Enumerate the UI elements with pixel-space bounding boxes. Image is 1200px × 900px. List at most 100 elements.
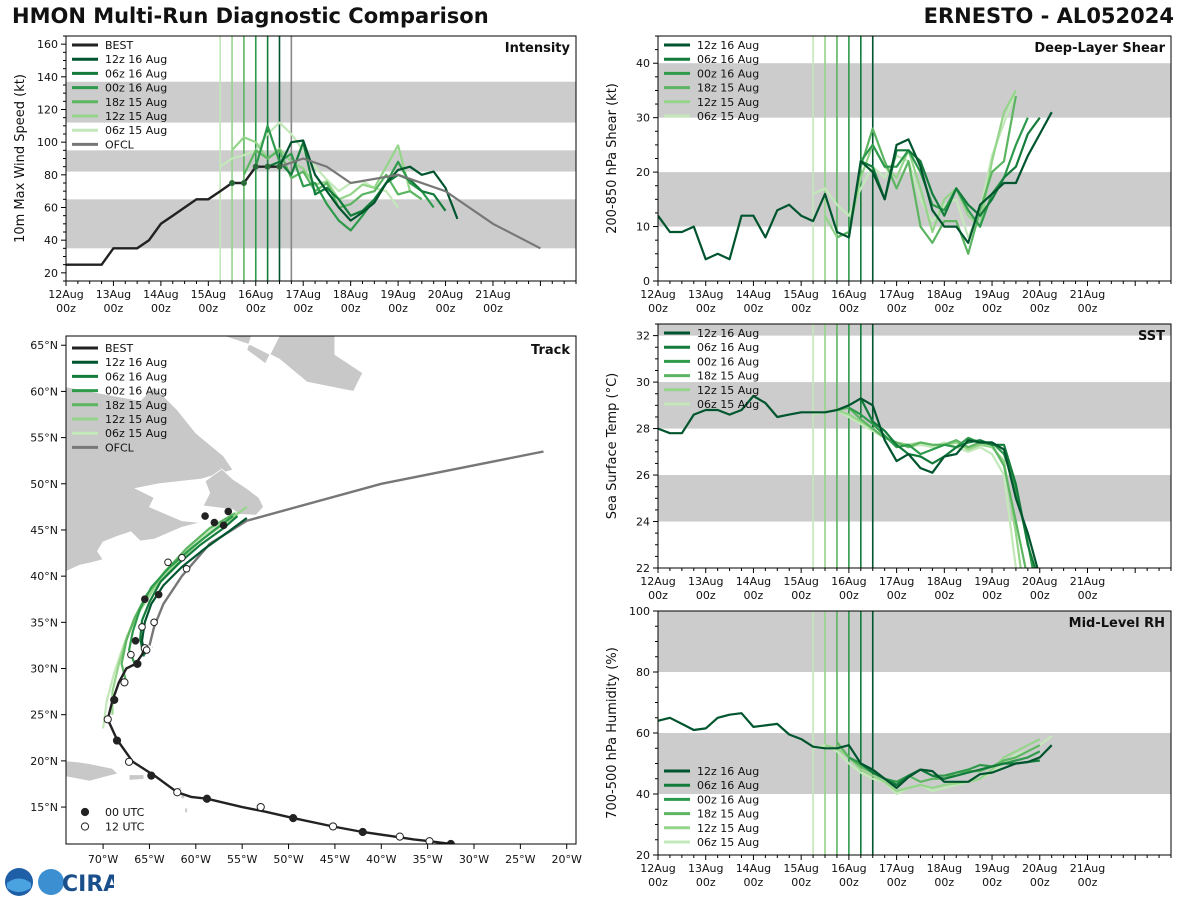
legend-label: 06z 15 Aug (105, 427, 167, 440)
x-tick-hour-label: 00z (648, 302, 668, 315)
threshold-band (66, 150, 576, 172)
legend-label: 12z 16 Aug (105, 53, 167, 66)
y-tick-label: 40 (636, 788, 650, 801)
x-tick-date-label: 16Aug (831, 575, 866, 588)
y-tick-label: 26 (636, 469, 650, 482)
x-tick-hour-label: 00z (293, 302, 313, 315)
x-tick-date-label: 15Aug (783, 862, 818, 875)
best-marker-00utc (110, 695, 119, 705)
track-plot-area (66, 336, 544, 844)
legend-label: 00z 16 Aug (697, 793, 759, 806)
main-title: HMON Multi-Run Diagnostic Comparison (12, 4, 489, 28)
land-mass (178, 786, 182, 790)
x-tick-date-label: 12Aug (640, 862, 675, 875)
forecast-marker (182, 564, 191, 573)
forecast-marker (219, 521, 228, 530)
legend-label: 00z 16 Aug (697, 355, 759, 368)
x-tick-date-label: 17Aug (879, 862, 914, 875)
lon-tick-label: 25°W (505, 853, 535, 866)
series-line-12z-16-aug (658, 712, 1053, 789)
forecast-marker (138, 623, 146, 631)
legend-label: 12z 16 Aug (105, 356, 167, 369)
series-line-00z-16-aug (254, 124, 435, 232)
intensity-plot-area (66, 36, 576, 281)
lon-tick-label: 30°W (459, 853, 489, 866)
x-tick-hour-label: 00z (791, 302, 811, 315)
y-tick-label: 32 (636, 330, 650, 343)
x-tick-hour-label: 00z (934, 589, 954, 602)
lat-tick-label: 40°N (30, 570, 58, 583)
noaa-wave-icon (7, 878, 31, 892)
lat-tick-label: 45°N (30, 524, 58, 537)
best-marker-00utc (202, 794, 212, 803)
rh-ylabel: 700-500 hPa Humidity (%) (605, 647, 620, 819)
forecast-marker (201, 512, 209, 520)
lon-tick-label: 50°W (273, 853, 303, 866)
x-tick-hour-label: 00z (696, 876, 716, 889)
x-tick-date-label: 20Aug (1022, 862, 1057, 875)
x-tick-date-label: 21Aug (1070, 288, 1105, 301)
x-tick-date-label: 13Aug (688, 862, 723, 875)
intensity-panel: 2040608010012014016012Aug00z13Aug00z14Au… (13, 35, 577, 315)
lon-tick-label: 20°W (552, 853, 582, 866)
x-tick-date-label: 18Aug (333, 288, 368, 301)
x-tick-date-label: 20Aug (428, 288, 463, 301)
forecast-marker (131, 637, 140, 645)
x-tick-date-label: 18Aug (927, 575, 962, 588)
lat-tick-label: 20°N (30, 755, 58, 768)
best-marker-00utc (358, 827, 367, 837)
x-tick-hour-label: 00z (1078, 589, 1098, 602)
legend-label: 06z 16 Aug (105, 67, 167, 80)
x-tick-date-label: 16Aug (831, 288, 866, 301)
land-mass (184, 807, 188, 813)
x-tick-hour-label: 00z (246, 302, 266, 315)
land-mass (191, 336, 364, 392)
forecast-marker (150, 618, 158, 627)
y-tick-label: 40 (44, 234, 58, 247)
x-tick-hour-label: 00z (744, 876, 764, 889)
best-point (276, 163, 283, 170)
shear-ylabel: 200-850 hPa Shear (kt) (605, 83, 620, 234)
x-tick-date-label: 19Aug (974, 862, 1009, 875)
series-line-12z-15-aug (824, 89, 1017, 239)
sst-ylabel: Sea Surface Temp (°C) (605, 373, 620, 520)
sst-panel: 22242628303212Aug00z13Aug00z14Aug00z15Au… (605, 323, 1172, 602)
forecast-marker (178, 553, 186, 562)
marker-legend-symbol (80, 807, 90, 817)
x-tick-date-label: 20Aug (1022, 288, 1057, 301)
x-tick-hour-label: 00z (341, 302, 361, 315)
y-tick-label: 60 (44, 202, 58, 215)
x-tick-date-label: 19Aug (974, 575, 1009, 588)
best-marker-12utc (425, 837, 434, 844)
x-tick-hour-label: 00z (744, 589, 764, 602)
legend-label: 06z 16 Aug (697, 341, 759, 354)
x-tick-hour-label: 00z (1030, 876, 1050, 889)
x-tick-hour-label: 00z (934, 302, 954, 315)
legend-label: 18z 15 Aug (105, 399, 167, 412)
best-marker-12utc (120, 678, 129, 687)
legend-label: 06z 16 Aug (697, 53, 759, 66)
legend-label: OFCL (105, 138, 135, 151)
y-tick-label: 80 (636, 666, 650, 679)
legend-label: 00z 16 Aug (105, 385, 167, 398)
land-mass (150, 645, 154, 649)
cira-globe-icon (38, 869, 64, 895)
storm-title: ERNESTO - AL052024 (923, 4, 1174, 28)
x-tick-date-label: 14Aug (143, 288, 178, 301)
legend-label: 12z 15 Aug (697, 96, 759, 109)
x-tick-hour-label: 00z (1030, 302, 1050, 315)
lon-tick-label: 55°W (227, 853, 257, 866)
lat-tick-label: 35°N (30, 616, 58, 629)
best-point (252, 163, 259, 170)
x-tick-date-label: 19Aug (380, 288, 415, 301)
lat-tick-label: 30°N (30, 663, 58, 676)
land-mass (66, 386, 234, 572)
y-tick-label: 40 (636, 57, 650, 70)
legend-label: 12z 15 Aug (697, 384, 759, 397)
legend-label: 12z 16 Aug (697, 39, 759, 52)
best-marker-12utc (328, 822, 338, 831)
x-tick-date-label: 15Aug (783, 288, 818, 301)
x-tick-hour-label: 00z (887, 876, 907, 889)
forecast-marker (210, 518, 219, 527)
legend-label: 06z 15 Aug (105, 124, 167, 137)
